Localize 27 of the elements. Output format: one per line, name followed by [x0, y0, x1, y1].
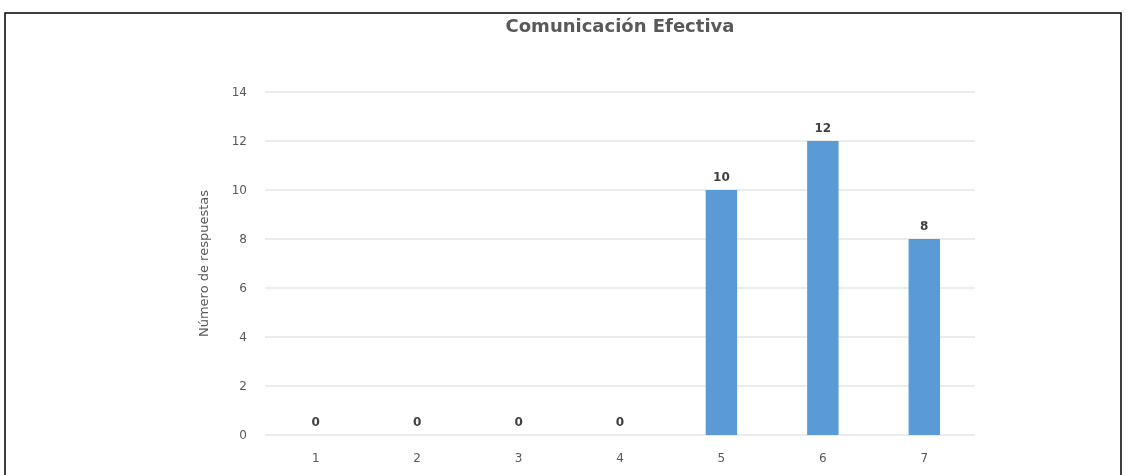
- y-tick-label: 6: [239, 281, 247, 296]
- data-label: 0: [514, 415, 523, 429]
- chart-title: Comunicación Efectiva: [505, 15, 735, 36]
- data-label: 8: [920, 219, 929, 233]
- bar: [908, 239, 941, 435]
- y-tick-label: 4: [239, 330, 247, 345]
- y-tick-label: 0: [239, 428, 247, 443]
- y-axis-title: Número de respuestas: [196, 189, 211, 338]
- data-label: 0: [311, 415, 320, 429]
- y-tick-label: 10: [231, 183, 247, 198]
- data-label: 10: [713, 170, 730, 184]
- y-tick-label: 2: [239, 379, 247, 394]
- data-label: 0: [615, 415, 625, 429]
- x-tick-label: 6: [819, 451, 827, 466]
- x-tick-label: 1: [311, 451, 320, 466]
- data-label: 0: [412, 415, 422, 429]
- bar: [807, 141, 839, 435]
- y-tick-label: 12: [231, 134, 247, 149]
- bar: [705, 190, 738, 435]
- y-tick-label: 8: [239, 232, 247, 247]
- x-tick-label: 5: [717, 451, 726, 466]
- y-tick-label: 14: [231, 85, 247, 100]
- x-tick-label: 7: [920, 451, 929, 466]
- x-tick-label: 3: [514, 451, 523, 466]
- x-tick-label: 4: [616, 451, 624, 466]
- data-label: 12: [814, 121, 832, 135]
- x-tick-label: 2: [413, 451, 421, 466]
